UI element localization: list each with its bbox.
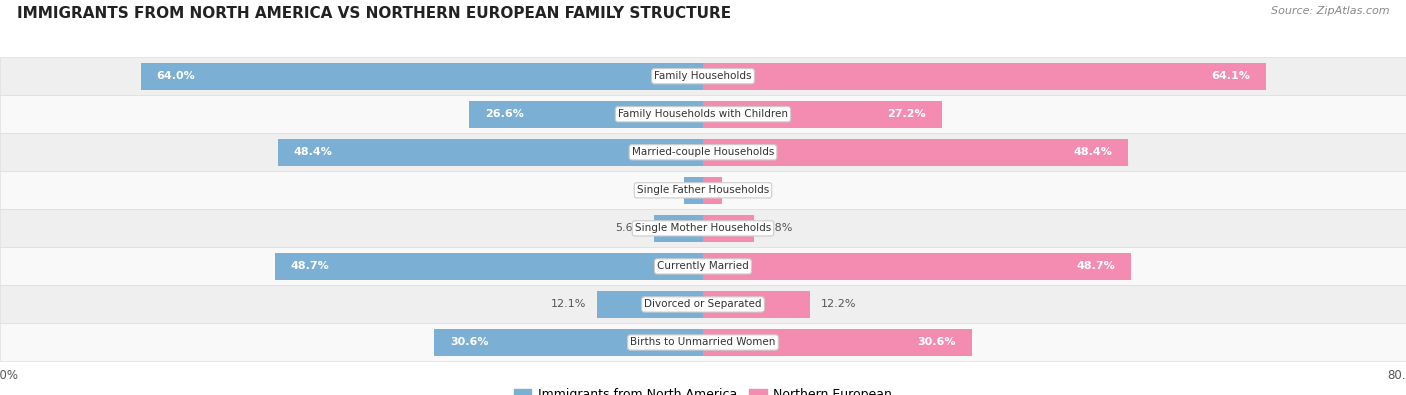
Bar: [703, 253, 1130, 280]
Text: 5.6%: 5.6%: [614, 223, 644, 233]
Text: 48.4%: 48.4%: [294, 147, 332, 157]
Bar: [0, 286, 1406, 324]
Bar: [0, 133, 1406, 171]
Bar: [0, 209, 1406, 247]
Text: 5.8%: 5.8%: [765, 223, 793, 233]
Bar: [278, 139, 703, 166]
Bar: [654, 214, 703, 242]
Bar: [0, 95, 1406, 133]
Text: 27.2%: 27.2%: [887, 109, 927, 119]
Text: 2.2%: 2.2%: [644, 185, 673, 196]
Text: Currently Married: Currently Married: [657, 261, 749, 271]
Text: 12.2%: 12.2%: [821, 299, 856, 309]
Text: 26.6%: 26.6%: [485, 109, 524, 119]
Bar: [434, 329, 703, 356]
Bar: [703, 62, 1267, 90]
Text: Births to Unmarried Women: Births to Unmarried Women: [630, 337, 776, 348]
Bar: [703, 139, 1129, 166]
Text: Source: ZipAtlas.com: Source: ZipAtlas.com: [1271, 6, 1389, 16]
Text: Married-couple Households: Married-couple Households: [631, 147, 775, 157]
Bar: [703, 214, 754, 242]
Text: Family Households: Family Households: [654, 71, 752, 81]
Bar: [0, 324, 1406, 361]
Bar: [703, 177, 723, 204]
Text: 64.1%: 64.1%: [1212, 71, 1250, 81]
Bar: [683, 177, 703, 204]
Bar: [0, 171, 1406, 209]
Text: Divorced or Separated: Divorced or Separated: [644, 299, 762, 309]
Text: Single Mother Households: Single Mother Households: [636, 223, 770, 233]
Bar: [276, 253, 703, 280]
Text: 2.2%: 2.2%: [733, 185, 762, 196]
Bar: [703, 101, 942, 128]
Text: 12.1%: 12.1%: [551, 299, 586, 309]
Bar: [141, 62, 703, 90]
Text: 30.6%: 30.6%: [918, 337, 956, 348]
Text: 30.6%: 30.6%: [450, 337, 488, 348]
Text: 48.7%: 48.7%: [1077, 261, 1115, 271]
Text: 64.0%: 64.0%: [156, 71, 195, 81]
Bar: [0, 247, 1406, 286]
Bar: [470, 101, 703, 128]
Legend: Immigrants from North America, Northern European: Immigrants from North America, Northern …: [509, 384, 897, 395]
Bar: [596, 291, 703, 318]
Text: 48.4%: 48.4%: [1074, 147, 1112, 157]
Bar: [703, 291, 810, 318]
Text: IMMIGRANTS FROM NORTH AMERICA VS NORTHERN EUROPEAN FAMILY STRUCTURE: IMMIGRANTS FROM NORTH AMERICA VS NORTHER…: [17, 6, 731, 21]
Text: Family Households with Children: Family Households with Children: [619, 109, 787, 119]
Bar: [0, 57, 1406, 95]
Text: 48.7%: 48.7%: [291, 261, 329, 271]
Bar: [703, 329, 972, 356]
Text: Single Father Households: Single Father Households: [637, 185, 769, 196]
